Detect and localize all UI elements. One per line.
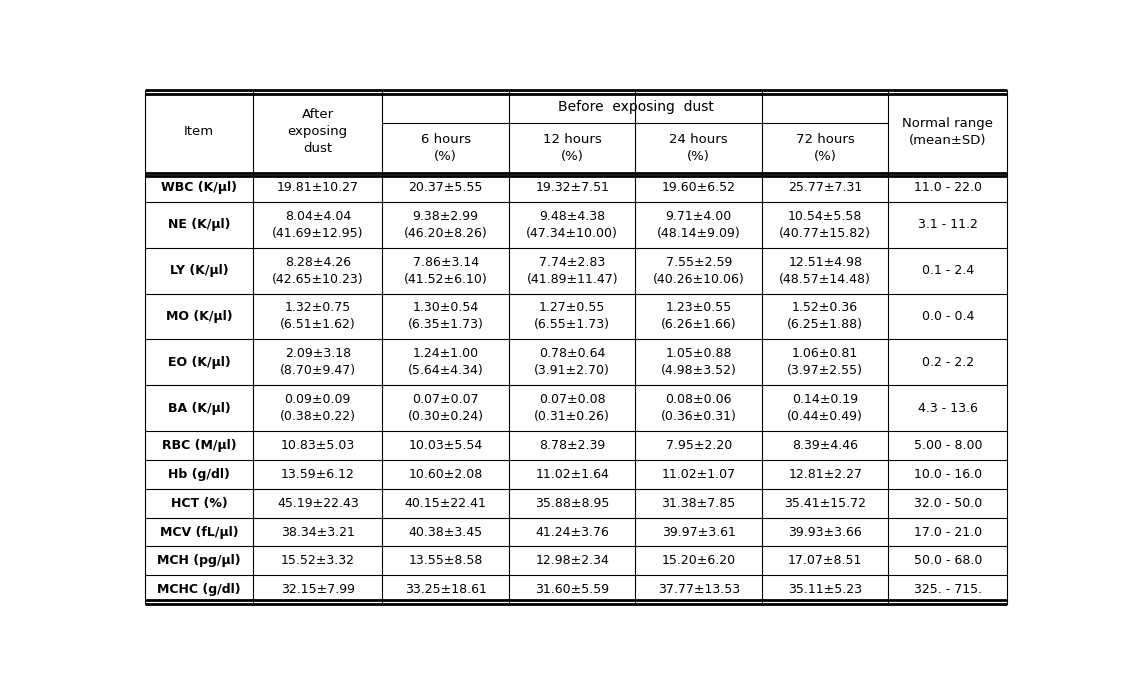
Text: 35.11±5.23: 35.11±5.23: [788, 583, 862, 596]
Text: 12.81±2.27: 12.81±2.27: [788, 468, 862, 481]
Text: 7.95±2.20: 7.95±2.20: [665, 439, 732, 452]
Text: NE (K/μl): NE (K/μl): [167, 218, 230, 231]
Text: 31.60±5.59: 31.60±5.59: [535, 583, 609, 596]
Text: 17.07±8.51: 17.07±8.51: [788, 554, 862, 567]
Text: 35.88±8.95: 35.88±8.95: [535, 497, 609, 510]
Text: 13.55±8.58: 13.55±8.58: [408, 554, 483, 567]
Text: Before  exposing  dust: Before exposing dust: [558, 99, 714, 114]
Text: 39.97±3.61: 39.97±3.61: [662, 525, 735, 539]
Text: MCV (fL/μl): MCV (fL/μl): [160, 525, 238, 539]
Text: 7.74±2.83
(41.89±11.47): 7.74±2.83 (41.89±11.47): [526, 256, 618, 285]
Text: 1.52±0.36
(6.25±1.88): 1.52±0.36 (6.25±1.88): [787, 301, 863, 331]
Text: 17.0 - 21.0: 17.0 - 21.0: [914, 525, 982, 539]
Text: EO (K/μl): EO (K/μl): [167, 356, 230, 369]
Text: 7.55±2.59
(40.26±10.06): 7.55±2.59 (40.26±10.06): [653, 256, 744, 285]
Text: Item: Item: [184, 125, 214, 138]
Text: 0.08±0.06
(0.36±0.31): 0.08±0.06 (0.36±0.31): [661, 393, 736, 423]
Text: 32.0 - 50.0: 32.0 - 50.0: [914, 497, 982, 510]
Text: 1.05±0.88
(4.98±3.52): 1.05±0.88 (4.98±3.52): [661, 347, 736, 377]
Text: 6 hours
(%): 6 hours (%): [420, 133, 471, 163]
Text: 40.15±22.41: 40.15±22.41: [405, 497, 487, 510]
Text: 31.38±7.85: 31.38±7.85: [662, 497, 736, 510]
Text: 1.23±0.55
(6.26±1.66): 1.23±0.55 (6.26±1.66): [661, 301, 736, 331]
Text: LY (K/μl): LY (K/μl): [170, 264, 228, 277]
Text: 19.60±6.52: 19.60±6.52: [662, 181, 736, 194]
Text: 72 hours
(%): 72 hours (%): [796, 133, 854, 163]
Text: HCT (%): HCT (%): [171, 497, 227, 510]
Text: 9.38±2.99
(46.20±8.26): 9.38±2.99 (46.20±8.26): [404, 210, 488, 240]
Text: 40.38±3.45: 40.38±3.45: [409, 525, 483, 539]
Text: 38.34±3.21: 38.34±3.21: [281, 525, 355, 539]
Text: 11.02±1.64: 11.02±1.64: [535, 468, 609, 481]
Text: 5.00 - 8.00: 5.00 - 8.00: [914, 439, 982, 452]
Text: 10.03±5.54: 10.03±5.54: [409, 439, 483, 452]
Text: 33.25±18.61: 33.25±18.61: [405, 583, 487, 596]
Text: 45.19±22.43: 45.19±22.43: [277, 497, 359, 510]
Text: 39.93±3.66: 39.93±3.66: [788, 525, 862, 539]
Text: 11.02±1.07: 11.02±1.07: [662, 468, 736, 481]
Text: 4.3 - 13.6: 4.3 - 13.6: [918, 401, 978, 414]
Text: 10.60±2.08: 10.60±2.08: [409, 468, 483, 481]
Text: 8.39±4.46: 8.39±4.46: [792, 439, 859, 452]
Text: 15.52±3.32: 15.52±3.32: [281, 554, 355, 567]
Text: 1.27±0.55
(6.55±1.73): 1.27±0.55 (6.55±1.73): [534, 301, 610, 331]
Text: 325. - 715.: 325. - 715.: [914, 583, 982, 596]
Text: 0.78±0.64
(3.91±2.70): 0.78±0.64 (3.91±2.70): [534, 347, 610, 377]
Text: 10.83±5.03: 10.83±5.03: [281, 439, 355, 452]
Text: WBC (K/μl): WBC (K/μl): [161, 181, 237, 194]
Text: 35.41±15.72: 35.41±15.72: [785, 497, 867, 510]
Text: MCHC (g/dl): MCHC (g/dl): [157, 583, 241, 596]
Text: 9.71±4.00
(48.14±9.09): 9.71±4.00 (48.14±9.09): [656, 210, 741, 240]
Text: 41.24±3.76: 41.24±3.76: [535, 525, 609, 539]
Text: BA (K/μl): BA (K/μl): [167, 401, 230, 414]
Text: 8.28±4.26
(42.65±10.23): 8.28±4.26 (42.65±10.23): [272, 256, 364, 285]
Text: 1.30±0.54
(6.35±1.73): 1.30±0.54 (6.35±1.73): [408, 301, 483, 331]
Text: 8.04±4.04
(41.69±12.95): 8.04±4.04 (41.69±12.95): [272, 210, 363, 240]
Text: 24 hours
(%): 24 hours (%): [670, 133, 728, 163]
Text: 0.09±0.09
(0.38±0.22): 0.09±0.09 (0.38±0.22): [280, 393, 356, 423]
Text: 0.07±0.08
(0.31±0.26): 0.07±0.08 (0.31±0.26): [534, 393, 610, 423]
Text: 12.51±4.98
(48.57±14.48): 12.51±4.98 (48.57±14.48): [779, 256, 871, 285]
Text: RBC (M/μl): RBC (M/μl): [162, 439, 236, 452]
Text: Normal range
(mean±SD): Normal range (mean±SD): [903, 117, 994, 147]
Text: 50.0 - 68.0: 50.0 - 68.0: [914, 554, 982, 567]
Text: 19.81±10.27: 19.81±10.27: [277, 181, 359, 194]
Text: 11.0 - 22.0: 11.0 - 22.0: [914, 181, 982, 194]
Text: 25.77±7.31: 25.77±7.31: [788, 181, 862, 194]
Text: 9.48±4.38
(47.34±10.00): 9.48±4.38 (47.34±10.00): [526, 210, 618, 240]
Text: 0.07±0.07
(0.30±0.24): 0.07±0.07 (0.30±0.24): [408, 393, 483, 423]
Text: 0.2 - 2.2: 0.2 - 2.2: [922, 356, 973, 369]
Text: MCH (pg/μl): MCH (pg/μl): [157, 554, 241, 567]
Text: 10.54±5.58
(40.77±15.82): 10.54±5.58 (40.77±15.82): [779, 210, 871, 240]
Text: 15.20±6.20: 15.20±6.20: [662, 554, 736, 567]
Text: MO (K/μl): MO (K/μl): [165, 310, 233, 323]
Text: 0.0 - 0.4: 0.0 - 0.4: [922, 310, 975, 323]
Text: 0.1 - 2.4: 0.1 - 2.4: [922, 264, 973, 277]
Text: 19.32±7.51: 19.32±7.51: [535, 181, 609, 194]
Text: 32.15±7.99: 32.15±7.99: [281, 583, 355, 596]
Text: 12.98±2.34: 12.98±2.34: [535, 554, 609, 567]
Text: 8.78±2.39: 8.78±2.39: [540, 439, 606, 452]
Text: 1.06±0.81
(3.97±2.55): 1.06±0.81 (3.97±2.55): [787, 347, 863, 377]
Text: Hb (g/dl): Hb (g/dl): [169, 468, 230, 481]
Text: 1.24±1.00
(5.64±4.34): 1.24±1.00 (5.64±4.34): [408, 347, 483, 377]
Text: 3.1 - 11.2: 3.1 - 11.2: [918, 218, 978, 231]
Text: 7.86±3.14
(41.52±6.10): 7.86±3.14 (41.52±6.10): [404, 256, 488, 285]
Text: 13.59±6.12: 13.59±6.12: [281, 468, 355, 481]
Text: After
exposing
dust: After exposing dust: [288, 108, 347, 155]
Text: 2.09±3.18
(8.70±9.47): 2.09±3.18 (8.70±9.47): [280, 347, 356, 377]
Text: 1.32±0.75
(6.51±1.62): 1.32±0.75 (6.51±1.62): [280, 301, 355, 331]
Text: 12 hours
(%): 12 hours (%): [543, 133, 601, 163]
Text: 37.77±13.53: 37.77±13.53: [658, 583, 740, 596]
Text: 20.37±5.55: 20.37±5.55: [408, 181, 483, 194]
Text: 0.14±0.19
(0.44±0.49): 0.14±0.19 (0.44±0.49): [787, 393, 863, 423]
Text: 10.0 - 16.0: 10.0 - 16.0: [914, 468, 982, 481]
